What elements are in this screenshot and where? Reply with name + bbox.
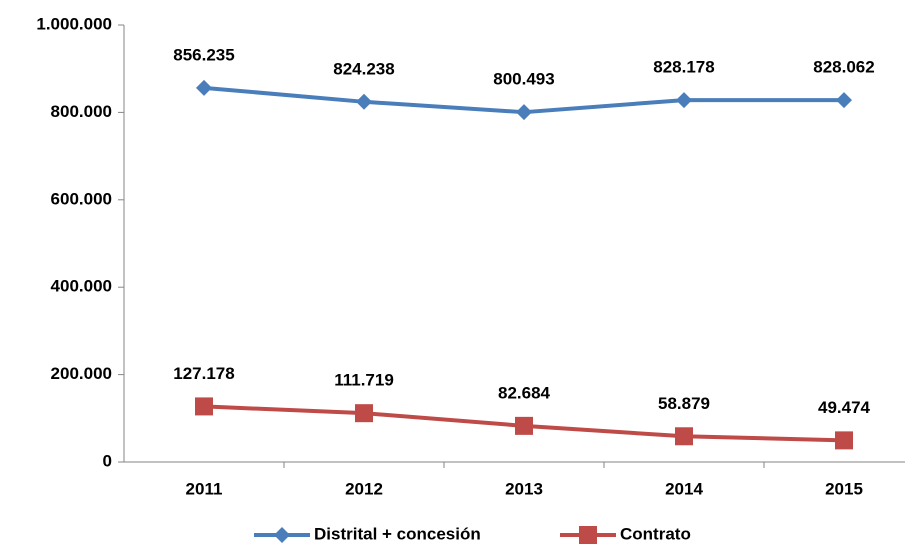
x-tick-label: 2013	[505, 479, 543, 498]
data-label: 49.474	[818, 398, 871, 417]
data-point	[836, 92, 852, 109]
data-point	[356, 93, 372, 110]
data-point	[195, 397, 213, 416]
data-point	[516, 104, 532, 121]
x-tick-label: 2011	[186, 479, 223, 498]
data-label: 800.493	[493, 70, 554, 89]
data-label: 824.238	[333, 59, 394, 78]
y-tick-label: 800.000	[51, 102, 112, 121]
data-label: 828.062	[813, 58, 874, 77]
data-label: 82.684	[498, 383, 551, 402]
y-tick-label: 400.000	[51, 277, 112, 296]
data-label: 127.178	[173, 364, 234, 383]
y-tick-label: 1.000.000	[36, 14, 112, 33]
data-label: 828.178	[653, 58, 714, 77]
y-tick-label: 200.000	[51, 364, 112, 383]
data-point	[515, 416, 533, 435]
data-point	[196, 79, 212, 96]
legend-marker	[274, 527, 290, 543]
x-tick-label: 2012	[345, 479, 383, 498]
x-tick-label: 2014	[665, 479, 703, 498]
x-tick-label: 2015	[825, 479, 863, 498]
data-point	[835, 431, 853, 450]
data-label: 58.879	[658, 394, 710, 413]
data-label: 111.719	[334, 371, 394, 390]
legend-label: Distrital + concesión	[314, 524, 481, 543]
y-tick-label: 600.000	[51, 189, 112, 208]
data-point	[675, 427, 693, 446]
legend-marker	[579, 526, 597, 544]
data-point	[355, 404, 373, 423]
y-tick-label: 0	[103, 451, 112, 470]
data-label: 856.235	[173, 45, 234, 64]
legend-label: Contrato	[620, 524, 691, 543]
data-point	[676, 92, 692, 109]
